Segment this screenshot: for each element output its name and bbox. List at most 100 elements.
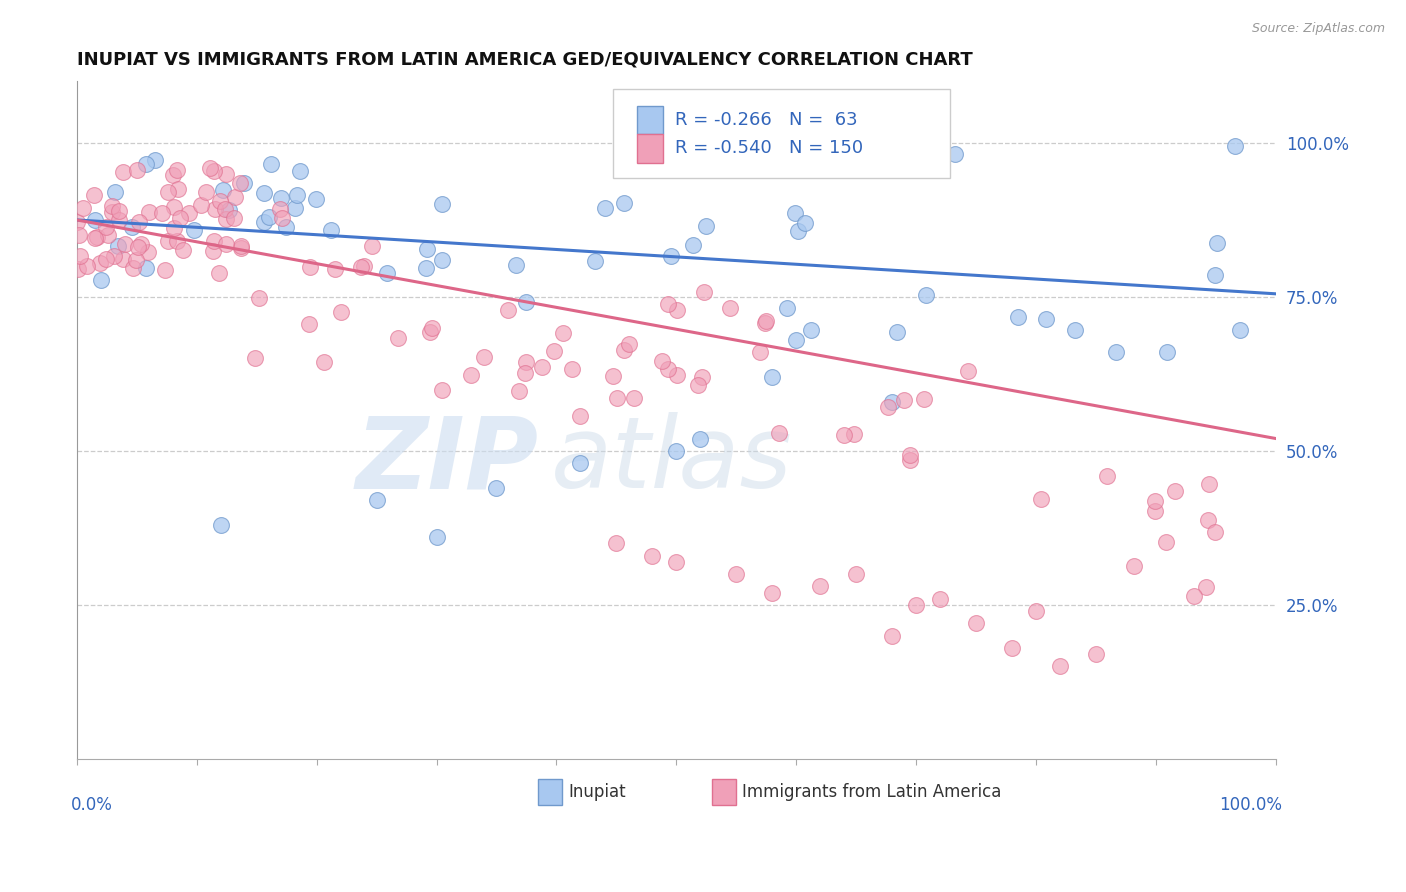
Point xyxy=(617,337,640,351)
Point xyxy=(94,220,117,235)
Text: Source: ZipAtlas.com: Source: ZipAtlas.com xyxy=(1251,22,1385,36)
Point xyxy=(259,210,281,224)
Point xyxy=(1156,344,1178,359)
FancyBboxPatch shape xyxy=(613,89,950,178)
Point xyxy=(1001,640,1024,655)
Point xyxy=(1223,139,1246,153)
Point xyxy=(651,354,673,368)
Point xyxy=(245,351,267,365)
Point xyxy=(905,598,928,612)
Text: atlas: atlas xyxy=(551,412,792,509)
Point xyxy=(569,456,592,470)
Point xyxy=(641,549,664,563)
Point xyxy=(72,201,94,215)
Point xyxy=(416,242,439,256)
Point xyxy=(1025,604,1047,618)
Point xyxy=(515,355,537,369)
Point xyxy=(1204,268,1226,283)
Point xyxy=(125,162,148,177)
Point xyxy=(129,236,152,251)
Point xyxy=(350,260,373,275)
Point xyxy=(693,285,716,299)
Point xyxy=(689,432,711,446)
Text: INUPIAT VS IMMIGRANTS FROM LATIN AMERICA GED/EQUIVALENCY CORRELATION CHART: INUPIAT VS IMMIGRANTS FROM LATIN AMERICA… xyxy=(77,51,973,69)
Point xyxy=(108,213,131,227)
Point xyxy=(768,425,790,440)
Point xyxy=(761,370,783,384)
Point xyxy=(305,192,328,206)
Point xyxy=(485,481,508,495)
Point xyxy=(114,237,136,252)
Point xyxy=(208,194,231,208)
Text: 0.0%: 0.0% xyxy=(70,796,112,814)
Point xyxy=(101,204,124,219)
Point xyxy=(842,427,865,442)
Point xyxy=(66,215,89,229)
Point xyxy=(915,288,938,302)
Point xyxy=(312,354,335,368)
Point xyxy=(657,362,679,376)
Point xyxy=(665,443,688,458)
FancyBboxPatch shape xyxy=(713,780,737,805)
Point xyxy=(299,260,322,274)
Point xyxy=(1029,492,1052,507)
Point xyxy=(209,517,232,532)
Point xyxy=(432,383,454,397)
Point xyxy=(162,168,184,182)
Point xyxy=(166,163,188,178)
Point xyxy=(387,331,409,345)
Point xyxy=(253,215,276,229)
Point xyxy=(202,164,225,178)
Point xyxy=(323,262,346,277)
Point xyxy=(274,219,297,234)
Point xyxy=(665,368,688,382)
Point xyxy=(912,392,935,406)
Point xyxy=(1049,659,1071,673)
Point xyxy=(207,267,229,281)
Point xyxy=(1197,512,1219,526)
Point xyxy=(128,215,150,229)
Point xyxy=(623,392,645,406)
FancyBboxPatch shape xyxy=(538,780,562,805)
Point xyxy=(104,185,127,199)
Point xyxy=(194,185,217,199)
Point xyxy=(605,536,627,550)
Point xyxy=(183,223,205,237)
Point xyxy=(112,252,135,266)
Point xyxy=(430,197,453,211)
FancyBboxPatch shape xyxy=(637,134,664,162)
Point xyxy=(783,205,806,219)
Text: Immigrants from Latin America: Immigrants from Latin America xyxy=(742,783,1001,801)
Point xyxy=(271,211,294,225)
Point xyxy=(172,244,194,258)
Point xyxy=(956,364,979,378)
Point xyxy=(204,202,226,216)
Point xyxy=(1204,525,1226,540)
Point xyxy=(167,182,190,196)
Point xyxy=(353,259,375,273)
Point xyxy=(786,224,808,238)
Point xyxy=(76,259,98,273)
Point xyxy=(886,325,908,339)
Point xyxy=(94,252,117,267)
Point xyxy=(515,295,537,310)
Point xyxy=(472,350,495,364)
Point xyxy=(965,616,987,631)
Point xyxy=(321,223,343,237)
Point xyxy=(799,323,821,337)
Point xyxy=(169,211,191,225)
Point xyxy=(270,191,292,205)
Point xyxy=(84,213,107,227)
Point xyxy=(1195,580,1218,594)
Point xyxy=(755,314,778,328)
Point xyxy=(156,234,179,248)
Point xyxy=(882,629,904,643)
Point xyxy=(419,325,441,339)
Point xyxy=(103,249,125,263)
Point xyxy=(1182,589,1205,603)
Point xyxy=(135,260,157,275)
Point xyxy=(749,345,772,359)
Point xyxy=(201,244,224,259)
Point xyxy=(229,176,252,190)
Point xyxy=(89,255,111,269)
